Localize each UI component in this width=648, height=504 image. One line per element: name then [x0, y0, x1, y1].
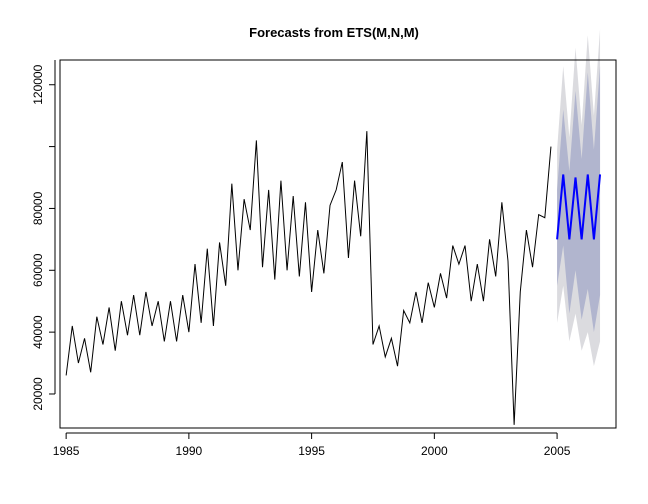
- x-tick-label: 2000: [421, 444, 448, 458]
- y-tick-label: 60000: [31, 253, 45, 287]
- series-lines: [65, 131, 602, 425]
- y-tick-label: 20000: [31, 377, 45, 411]
- confidence-bands: [557, 29, 601, 367]
- plot-box: [59, 59, 617, 429]
- y-axis: 20000 40000 60000 80000 120000: [31, 60, 56, 411]
- x-axis: 1985 1990 1995 2000 2005: [53, 432, 571, 458]
- y-tick-label: 120000: [31, 64, 45, 104]
- x-tick-label: 1990: [176, 444, 203, 458]
- x-tick-label: 1985: [53, 444, 80, 458]
- x-tick-label: 1995: [298, 444, 325, 458]
- x-tick-label: 2005: [544, 444, 571, 458]
- chart-title: Forecasts from ETS(M,N,M): [249, 25, 419, 40]
- history-line: [65, 131, 552, 425]
- y-tick-label: 80000: [31, 191, 45, 225]
- forecast-mean-line: [556, 174, 602, 240]
- y-tick-label: 40000: [31, 315, 45, 349]
